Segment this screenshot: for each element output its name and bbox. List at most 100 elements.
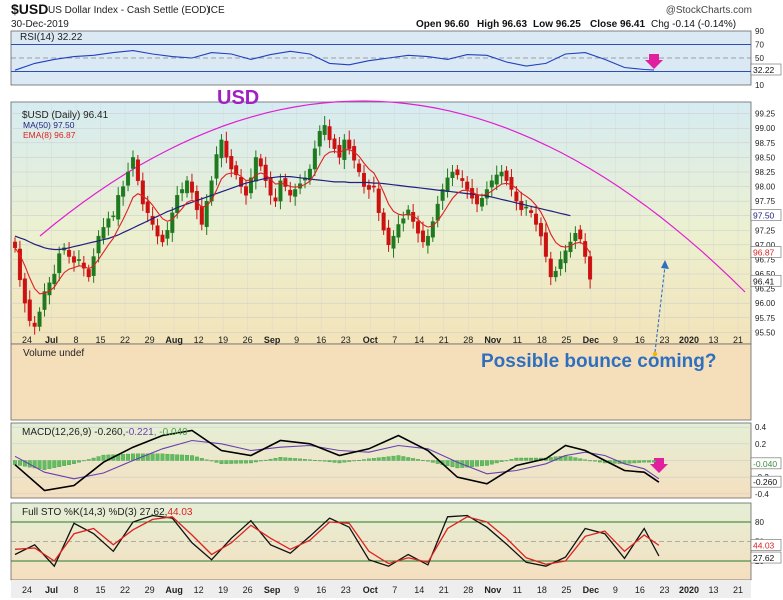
macd-hist-bar bbox=[268, 458, 273, 461]
ohlc-high: High 96.63 bbox=[477, 19, 527, 30]
x-tick-label: 22 bbox=[120, 585, 130, 595]
x-tick-label: 28 bbox=[463, 585, 473, 595]
x-tick-label: 23 bbox=[659, 335, 669, 345]
price-panel bbox=[10, 101, 752, 345]
bounce-annotation: Possible bounce coming? bbox=[481, 351, 716, 372]
macd-hist-bar bbox=[42, 460, 47, 470]
instrument-name: US Dollar Index - Cash Settle (EOD) bbox=[48, 5, 210, 16]
macd-hist-bar bbox=[263, 459, 268, 461]
bounce-arrow-origin bbox=[652, 351, 658, 357]
x-tick-label: 16 bbox=[635, 335, 645, 345]
candle-body bbox=[244, 186, 249, 196]
candle-body bbox=[135, 159, 140, 181]
macd-hist-bar bbox=[317, 460, 322, 462]
candle-body bbox=[578, 229, 583, 240]
candle-body bbox=[381, 212, 386, 231]
macd-line bbox=[14, 429, 660, 492]
macd-hist-bar bbox=[91, 457, 96, 461]
macd-value-tag-box bbox=[750, 475, 782, 488]
macd-hist-bar bbox=[627, 460, 632, 464]
price-tick-label: 96.50 bbox=[755, 270, 776, 279]
candle-body bbox=[509, 177, 514, 190]
x-tick-label: 21 bbox=[439, 335, 449, 345]
candle-body bbox=[416, 221, 421, 234]
macd-hist-bar bbox=[411, 458, 416, 461]
candle-body bbox=[224, 140, 229, 158]
candle-body bbox=[111, 215, 116, 218]
x-tick-label: 2020 bbox=[679, 585, 699, 595]
macd-tick-label: 0.4 bbox=[755, 423, 767, 432]
macd-value-tag: -0.260 bbox=[753, 477, 777, 487]
macd-tick-label: -0.4 bbox=[755, 490, 769, 499]
candle-body bbox=[499, 171, 504, 177]
macd-hist-bar bbox=[185, 455, 189, 461]
macd-hist-bar bbox=[327, 460, 332, 463]
candle-body bbox=[71, 256, 76, 263]
macd-hist-bar bbox=[312, 460, 317, 461]
candle-body bbox=[219, 139, 224, 159]
candle-body bbox=[312, 148, 317, 170]
x-tick-label: 23 bbox=[341, 585, 351, 595]
x-tick-label: 13 bbox=[708, 585, 718, 595]
macd-hist-bar bbox=[430, 460, 435, 463]
x-tick-label: 24 bbox=[22, 585, 32, 595]
rsi-last-value: 32.22 bbox=[753, 65, 775, 75]
candle-body bbox=[160, 234, 165, 243]
x-tick-label: 9 bbox=[613, 585, 618, 595]
marks-layer: 907050301032.2299.2599.0098.7598.5098.25… bbox=[12, 27, 782, 595]
grid-layer bbox=[11, 44, 751, 562]
candle-body bbox=[273, 197, 278, 202]
macd-hist-bar bbox=[529, 457, 534, 461]
macd-hist-bar bbox=[62, 460, 67, 466]
macd-hist-bar bbox=[81, 460, 86, 462]
close-value-tag: 96.41 bbox=[753, 276, 775, 286]
macd-hist-bar bbox=[421, 460, 425, 462]
candle-body bbox=[366, 185, 371, 190]
x-tick-label: 16 bbox=[316, 335, 326, 345]
macd-hist-bar bbox=[362, 459, 366, 461]
candle-body bbox=[396, 224, 401, 238]
candle-body bbox=[145, 201, 150, 213]
macd-hist-bar bbox=[86, 459, 91, 461]
candle-body bbox=[185, 180, 190, 194]
x-tick-label: Oct bbox=[363, 585, 378, 595]
macd-hist-bar bbox=[150, 453, 155, 461]
x-tick-label: 24 bbox=[22, 335, 32, 345]
candle-body bbox=[106, 218, 111, 228]
macd-hist-bar bbox=[425, 460, 430, 462]
macd-hist-bar bbox=[209, 460, 214, 462]
ma50-value-tag-box bbox=[750, 209, 782, 222]
macd-hist-bar bbox=[13, 460, 17, 465]
candle-body bbox=[406, 209, 411, 216]
macd-hist-bar bbox=[386, 456, 391, 461]
ohlc-change: Chg -0.14 (-0.14%) bbox=[651, 19, 736, 30]
x-tick-label: Dec bbox=[583, 585, 600, 595]
macd-hist-bar bbox=[509, 459, 514, 461]
candle-body bbox=[588, 256, 593, 280]
macd-hist-bar bbox=[445, 460, 450, 466]
candle-body bbox=[293, 189, 298, 197]
candle-body bbox=[121, 186, 126, 197]
candle-body bbox=[52, 273, 57, 285]
x-tick-label: 18 bbox=[537, 335, 547, 345]
candle-body bbox=[489, 180, 494, 188]
candle-body bbox=[37, 311, 42, 327]
price-tick-label: 97.00 bbox=[755, 241, 776, 250]
candle-body bbox=[435, 203, 440, 221]
ema8-line bbox=[14, 149, 591, 295]
candle-body bbox=[116, 195, 121, 220]
macd-hist-bar bbox=[96, 456, 101, 461]
candle-body bbox=[17, 248, 22, 281]
macd-hist-bar bbox=[72, 460, 76, 464]
candle-body bbox=[130, 157, 135, 169]
macd-hist-bar bbox=[484, 460, 489, 466]
x-tick-label: 8 bbox=[74, 585, 79, 595]
rsi-line bbox=[14, 50, 655, 71]
x-tick-label: 25 bbox=[561, 585, 571, 595]
macd-hist-bar bbox=[253, 460, 258, 463]
candle-body bbox=[170, 212, 175, 233]
macd-hist-bar bbox=[548, 457, 553, 461]
macd-hist-bar bbox=[135, 453, 140, 461]
macd-hist-bar bbox=[391, 455, 396, 461]
